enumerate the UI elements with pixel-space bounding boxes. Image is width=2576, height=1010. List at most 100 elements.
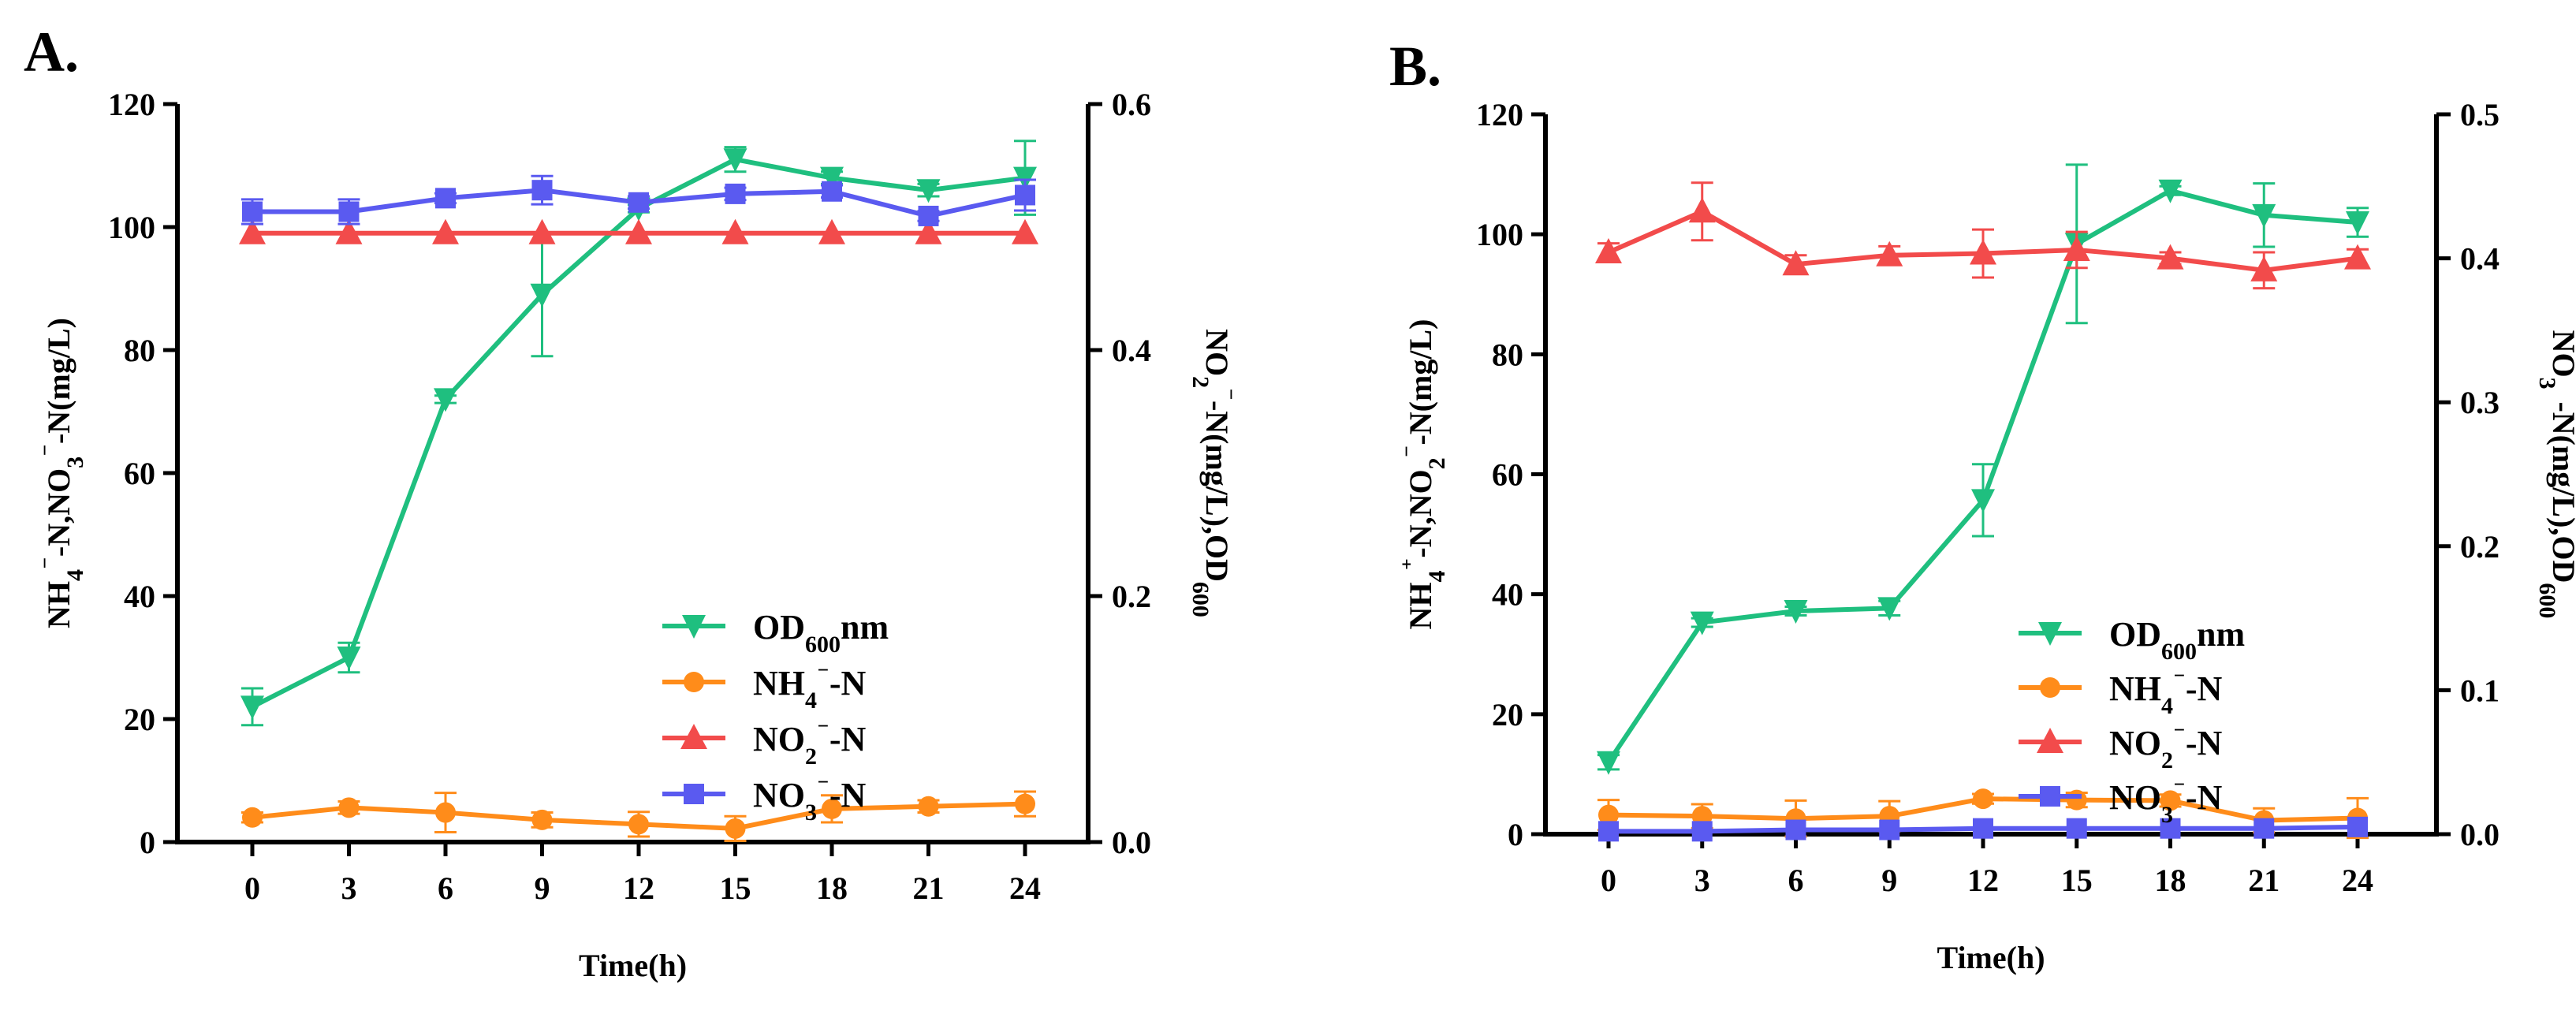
legend-swatch-marker	[684, 784, 704, 804]
data-point	[2254, 818, 2274, 839]
x-tick-label: 3	[341, 870, 357, 906]
left-y-tick-label: 0	[1508, 817, 1523, 852]
legend-swatch-marker	[2040, 677, 2060, 698]
left-y-tick-label: 100	[1476, 217, 1523, 252]
left-y-tick-label: 20	[1492, 697, 1523, 732]
data-point	[532, 180, 553, 200]
x-tick-label: 12	[623, 870, 654, 906]
right-y-tick-label: 0.6	[1112, 87, 1151, 122]
left-y-tick-label: 60	[1492, 457, 1523, 493]
series-nh4-a	[241, 792, 1036, 840]
left-y-tick-label: 40	[1492, 577, 1523, 613]
x-tick-label: 18	[2155, 863, 2186, 898]
right-y-tick-label: 0.2	[1112, 579, 1151, 614]
data-point	[339, 202, 360, 222]
data-point	[434, 388, 457, 412]
left-y-tick-label: 100	[108, 210, 155, 245]
data-point	[628, 192, 649, 213]
legend-label: NO3⁻-N	[2109, 776, 2222, 828]
data-point	[1973, 788, 1993, 809]
left-y-axis-title-b: NH4⁺-N,NO2⁻-N(mg/L)	[1398, 319, 1450, 630]
right-y-tick-label: 0.5	[2460, 97, 2500, 132]
data-point	[1015, 184, 1035, 205]
x-axis-title-a: Time(h)	[579, 948, 687, 983]
right-y-tick-label: 0.0	[2460, 817, 2500, 852]
data-point	[1879, 820, 1899, 840]
x-tick-label: 21	[913, 870, 945, 906]
x-tick-label: 9	[535, 870, 550, 906]
x-tick-label: 15	[2061, 863, 2093, 898]
data-point	[242, 807, 263, 828]
data-point	[435, 188, 456, 208]
x-tick-label: 15	[720, 870, 751, 906]
legend-label: OD600nm	[753, 608, 889, 658]
panel-label-a: A.	[24, 20, 79, 84]
right-y-axis-title-a: NO2⁻-N(mg/L),OD600	[1188, 329, 1240, 617]
data-point	[1598, 821, 1619, 841]
data-point	[1786, 820, 1806, 840]
x-tick-label: 24	[1009, 870, 1041, 906]
x-tick-label: 6	[438, 870, 453, 906]
right-y-axis-title-b: NO3⁻-N(mg/L),OD600	[2535, 330, 2576, 619]
legend-swatch-marker	[684, 672, 704, 692]
x-tick-label: 6	[1788, 863, 1804, 898]
right-y-tick-label: 0.1	[2460, 673, 2500, 708]
legend-item-nh4: NH4⁻-N	[662, 662, 866, 714]
x-tick-label: 18	[816, 870, 848, 906]
data-point	[725, 184, 746, 204]
data-point	[240, 695, 264, 719]
left-y-tick-label: 80	[1492, 337, 1523, 372]
data-point	[1015, 794, 1035, 814]
legend-swatch-marker	[2040, 786, 2060, 807]
data-point	[532, 810, 553, 830]
legend-item-nh4: NH4⁻-N	[2019, 667, 2222, 719]
x-tick-label: 24	[2342, 863, 2373, 898]
data-point	[919, 206, 939, 226]
left-y-axis-title-a: NH4⁻-N,NO3⁻-N(mg/L)	[36, 318, 88, 628]
left-y-tick-label: 60	[124, 456, 155, 491]
data-point	[2067, 790, 2087, 811]
data-point	[1973, 818, 1993, 839]
legend-item-od: OD600nm	[662, 608, 889, 658]
data-point	[725, 818, 746, 839]
left-y-tick-label: 120	[108, 87, 155, 122]
right-y-tick-label: 0.3	[2460, 385, 2500, 420]
data-point	[1689, 197, 1716, 222]
right-y-tick-label: 0.4	[1112, 333, 1151, 368]
x-tick-label: 0	[1601, 863, 1616, 898]
legend-label: NO3⁻-N	[753, 773, 866, 826]
legend-label: NH4⁻-N	[2109, 667, 2222, 719]
right-y-tick-label: 0.4	[2460, 241, 2500, 277]
data-point	[337, 647, 361, 670]
legend-item-od: OD600nm	[2019, 615, 2245, 665]
data-point	[1597, 751, 1620, 775]
data-point	[2347, 817, 2368, 837]
data-point	[242, 202, 263, 222]
left-y-tick-label: 0	[140, 825, 155, 860]
legend-item-no2: NO2⁻-N	[662, 717, 866, 770]
series-no3-b	[1598, 817, 2368, 841]
legend-item-no2: NO2⁻-N	[2019, 721, 2222, 773]
x-tick-label: 12	[1967, 863, 1999, 898]
data-point	[628, 814, 649, 834]
x-tick-label: 0	[244, 870, 260, 906]
x-tick-label: 3	[1694, 863, 1710, 898]
left-y-tick-label: 120	[1476, 97, 1523, 132]
data-point	[2067, 818, 2087, 839]
x-tick-label: 21	[2248, 863, 2280, 898]
data-point	[2344, 244, 2371, 270]
data-point	[919, 796, 939, 817]
left-y-tick-label: 80	[124, 333, 155, 368]
right-y-tick-label: 0.2	[2460, 529, 2500, 565]
left-y-tick-label: 40	[124, 579, 155, 614]
data-point	[435, 803, 456, 823]
legend-label: NH4⁻-N	[753, 662, 866, 714]
left-y-tick-label: 20	[124, 702, 155, 737]
legend-label: NO2⁻-N	[753, 717, 866, 770]
data-point	[822, 181, 842, 202]
legend-label: NO2⁻-N	[2109, 721, 2222, 773]
